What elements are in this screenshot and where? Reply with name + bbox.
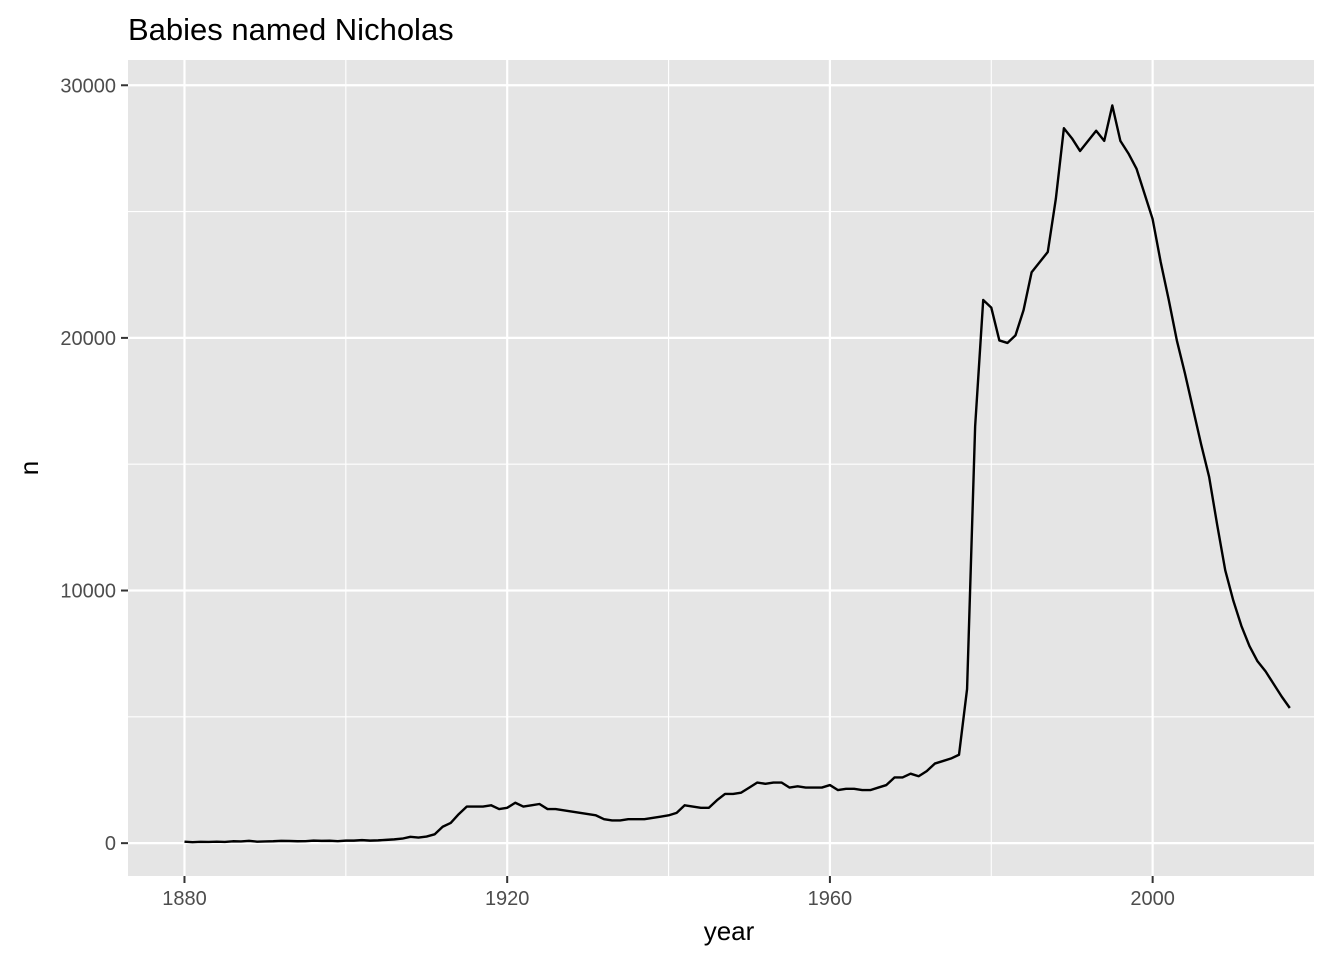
x-tick-label: 1960: [808, 888, 853, 910]
y-tick-label: 0: [105, 833, 116, 855]
series-layer: [184, 104, 1291, 844]
x-tick-label: 1920: [485, 888, 530, 910]
x-axis-title: year: [704, 916, 755, 946]
y-tick-label: 30000: [60, 75, 116, 97]
minor-gridlines: [128, 60, 1314, 876]
y-tick-label: 10000: [60, 581, 116, 603]
series-line: [184, 104, 1291, 844]
chart-title: Babies named Nicholas: [128, 12, 454, 47]
x-axis: 1880 1920 1960 2000: [162, 876, 1175, 910]
x-tick-label: 2000: [1130, 888, 1175, 910]
y-tick-label: 20000: [60, 328, 116, 350]
plot-panel: [128, 60, 1314, 876]
major-gridlines: [128, 60, 1314, 876]
y-axis: 0 10000 20000 30000: [60, 75, 128, 855]
y-axis-title: n: [14, 461, 44, 475]
x-tick-label: 1880: [162, 888, 207, 910]
